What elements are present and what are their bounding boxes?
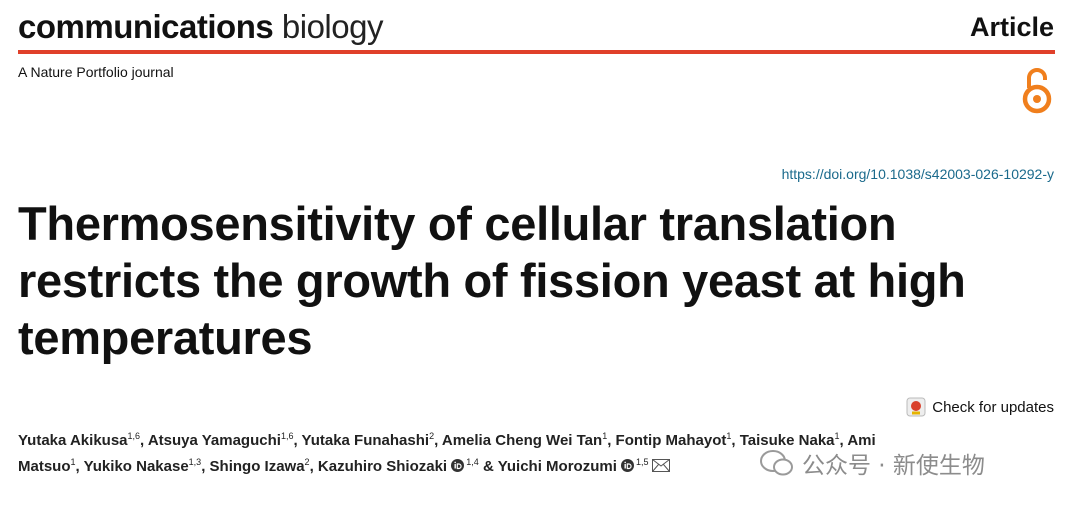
affiliation: 1,5 — [636, 457, 649, 467]
author: Yuichi Morozumi 1,5 — [498, 458, 670, 475]
author-name: Atsuya Yamaguchi — [147, 432, 281, 449]
watermark: 公众号 · 新使生物 — [760, 446, 985, 480]
author-name: Yutaka Funahashi — [301, 432, 430, 449]
doi-link[interactable]: https://doi.org/10.1038/s42003-026-10292… — [781, 166, 1054, 182]
separator: , — [75, 458, 84, 475]
watermark-text: 公众号 · 新使生物 — [802, 453, 985, 479]
affiliation: 1,4 — [466, 457, 479, 467]
separator: & — [478, 458, 494, 475]
author-name: Taisuke Naka — [739, 432, 835, 449]
journal-name: communications biology — [18, 8, 383, 46]
separator: , — [731, 432, 740, 449]
check-icon — [906, 397, 926, 417]
separator: , — [140, 432, 148, 449]
affiliation: 1 — [70, 457, 76, 467]
check-updates[interactable]: Check for updates — [906, 397, 1054, 417]
check-text: Check for updates — [932, 398, 1054, 416]
author: Shingo Izawa2, — [209, 457, 318, 476]
author: Yutaka Funahashi2, — [301, 431, 442, 450]
separator: , — [293, 432, 302, 449]
author: Taisuke Naka1, — [739, 431, 848, 450]
affiliation: 1,6 — [280, 431, 294, 441]
orcid-icon[interactable] — [451, 459, 465, 472]
open-access-icon — [1022, 68, 1052, 114]
affiliation: 2 — [429, 431, 435, 441]
author-name: Ami Matsuo — [18, 432, 876, 475]
author: Kazuhiro Shiozaki 1,4 & — [317, 457, 494, 476]
author: Fontip Mahayot1, — [615, 431, 740, 450]
affiliation: 1 — [602, 431, 608, 441]
author-name: Yutaka Akikusa — [18, 432, 128, 449]
email-icon[interactable] — [651, 459, 670, 472]
tagline: A Nature Portfolio journal — [18, 64, 174, 80]
separator: , — [201, 458, 210, 475]
header-rule — [18, 50, 1055, 54]
separator: , — [607, 432, 616, 449]
author-list: Yutaka Akikusa1,6, Atsuya Yamaguchi1,6, … — [18, 428, 898, 480]
author-name: Kazuhiro Shiozaki — [317, 458, 448, 475]
affiliation: 1 — [726, 431, 732, 441]
article-title: Thermosensitivity of cellular translatio… — [18, 197, 966, 364]
separator: , — [309, 458, 318, 475]
journal-bold: communications — [18, 8, 274, 45]
affiliation: 1,6 — [127, 431, 141, 441]
author-name: Yuichi Morozumi — [497, 458, 617, 475]
separator: , — [434, 432, 442, 449]
article-type: Article — [969, 12, 1054, 42]
separator: , — [839, 432, 848, 449]
author-name: Amelia Cheng Wei Tan — [441, 432, 603, 449]
author: Ami Matsuo1, — [18, 432, 876, 475]
journal-light: biology — [281, 8, 384, 45]
author-name: Shingo Izawa — [209, 458, 305, 475]
affiliation: 1 — [834, 431, 840, 441]
author-name: Fontip Mahayot — [615, 432, 727, 449]
affiliation: 1,3 — [188, 457, 202, 467]
author: Amelia Cheng Wei Tan1, — [441, 431, 616, 450]
author-name: Yukiko Nakase — [83, 458, 189, 475]
affiliation: 2 — [304, 457, 310, 467]
orcid-icon[interactable] — [621, 459, 635, 472]
author: Yukiko Nakase1,3, — [83, 457, 210, 476]
author: Atsuya Yamaguchi1,6, — [147, 431, 302, 450]
author: Yutaka Akikusa1,6, — [18, 431, 148, 450]
wechat-icon — [760, 450, 793, 476]
